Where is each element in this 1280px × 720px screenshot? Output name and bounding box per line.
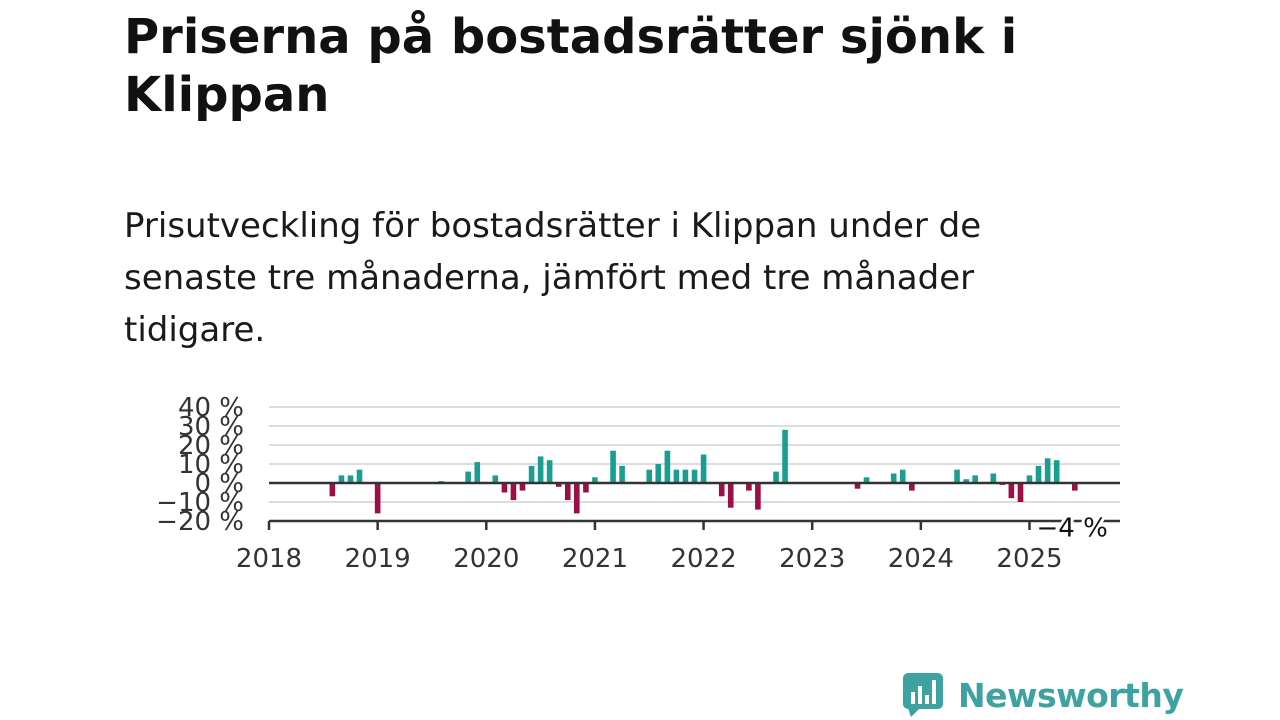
data-bar — [673, 469, 680, 483]
data-bar — [718, 483, 725, 497]
chart-annotation: −4 % — [1034, 511, 1111, 547]
data-bar — [990, 473, 997, 483]
data-bar — [963, 479, 969, 483]
data-bar — [1071, 483, 1078, 491]
data-bar — [465, 471, 471, 483]
data-bar — [890, 473, 897, 483]
x-tick-label: 2022 — [670, 544, 736, 574]
data-bar — [528, 465, 535, 483]
y-tick-label: −10 % — [156, 488, 244, 518]
data-bar — [492, 475, 499, 483]
data-bar — [1044, 458, 1051, 483]
data-bar — [347, 475, 354, 483]
data-bar — [664, 450, 671, 483]
data-bar — [899, 469, 906, 483]
x-tick-label: 2021 — [562, 544, 628, 574]
data-bar — [909, 483, 915, 491]
data-bar — [746, 483, 752, 491]
y-tick-label: 10 % — [178, 450, 244, 480]
data-bar — [573, 483, 580, 514]
data-bar — [1053, 460, 1060, 483]
data-bar — [537, 456, 544, 483]
data-bar — [583, 483, 589, 493]
data-bar — [374, 483, 381, 514]
annotation-label: −4 % — [1037, 514, 1108, 544]
y-tick-label: −20 % — [156, 507, 244, 537]
y-tick-label: 20 % — [178, 431, 244, 461]
x-tick-label: 2020 — [453, 544, 519, 574]
data-bar — [592, 477, 598, 483]
data-bar — [1017, 483, 1024, 502]
x-axis-labels: 2018 2019 2020 2021 2022 2023 2024 2025 — [236, 544, 1063, 574]
data-bar — [863, 477, 870, 483]
data-bar — [564, 483, 571, 501]
page-subtitle: Prisutveckling för bostadsrätter i Klipp… — [124, 206, 982, 350]
data-bar — [972, 475, 978, 483]
brand-name: Newsworthy — [958, 675, 1184, 715]
data-bar — [329, 483, 336, 497]
data-bar — [646, 469, 653, 483]
y-tick-label: 40 % — [178, 393, 244, 423]
data-bar — [655, 464, 662, 483]
bar-chart: 40 %30 %20 %10 %0 %−10 %−20 % 2018 2019 20… — [156, 393, 1120, 574]
y-tick-label: 0 % — [194, 469, 244, 499]
x-tick-label: 2023 — [779, 544, 845, 574]
data-bar — [700, 454, 707, 483]
chart-gridlines — [269, 406, 1120, 503]
data-bar — [519, 483, 526, 491]
bar-chart-speech-bubble-icon — [903, 673, 943, 717]
x-tick-label: 2019 — [345, 544, 411, 574]
x-tick-label: 2024 — [888, 544, 954, 574]
data-bar — [546, 460, 553, 483]
data-bar — [510, 483, 517, 501]
data-bar — [619, 465, 625, 483]
x-tick-label: 2018 — [236, 544, 302, 574]
data-bar — [1035, 465, 1042, 483]
data-bar — [682, 469, 689, 483]
data-bar — [1026, 475, 1033, 483]
chart-axes — [267, 481, 1120, 530]
data-bar — [338, 475, 345, 483]
data-bar — [1008, 483, 1015, 499]
x-tick-label: 2025 — [996, 544, 1062, 574]
y-tick-label: 30 % — [178, 412, 244, 442]
data-bar — [727, 483, 734, 508]
page-title: Priserna på bostadsrätter sjönk i Klippa… — [124, 9, 1018, 123]
data-bar — [854, 483, 861, 489]
data-bar — [773, 471, 779, 483]
data-bar — [954, 469, 960, 483]
data-bar — [782, 429, 788, 483]
y-axis-labels: 40 %30 %20 %10 %0 %−10 %−20 % — [156, 393, 244, 537]
data-bar — [474, 462, 481, 483]
data-bar — [501, 483, 508, 493]
data-bar — [555, 483, 562, 487]
brand-logo-group: Newsworthy — [902, 670, 1184, 720]
data-bar — [610, 450, 616, 483]
data-bar — [691, 469, 698, 483]
data-bar — [356, 469, 363, 483]
chart-bars — [329, 429, 1078, 514]
data-bar — [755, 483, 761, 510]
